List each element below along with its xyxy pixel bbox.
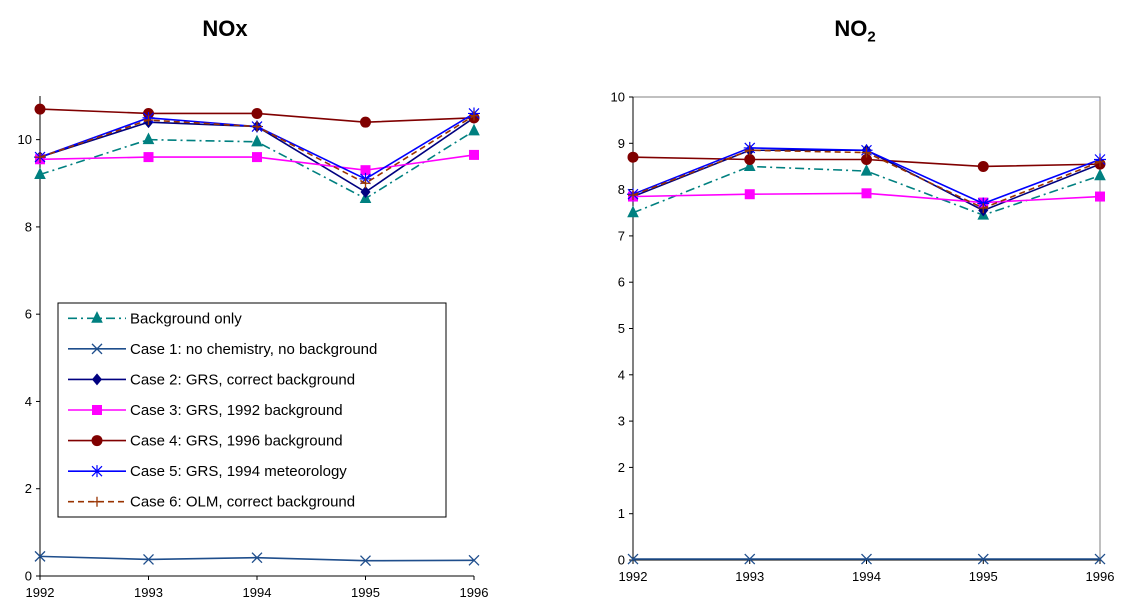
y-tick-label: 10 bbox=[611, 90, 625, 105]
y-tick-label: 6 bbox=[25, 307, 32, 322]
legend-label: Background only bbox=[130, 310, 242, 327]
data-point bbox=[360, 165, 371, 176]
legend-swatch-marker bbox=[91, 343, 103, 355]
legend: Background only Case 1: no chemistry, no … bbox=[57, 302, 447, 518]
data-point bbox=[1094, 553, 1106, 565]
y-tick-label: 8 bbox=[25, 219, 32, 234]
chart-title-nox-text: NOx bbox=[202, 16, 248, 41]
data-point bbox=[468, 554, 480, 566]
data-point bbox=[360, 555, 371, 567]
data-point bbox=[861, 147, 872, 158]
data-point bbox=[360, 116, 371, 128]
data-point bbox=[143, 115, 154, 125]
data-point bbox=[978, 203, 989, 214]
data-point bbox=[1095, 156, 1105, 167]
legend-swatch-marker bbox=[91, 311, 103, 323]
legend-label: Case 6: OLM, correct background bbox=[130, 494, 355, 511]
y-tick-label: 0 bbox=[25, 569, 32, 584]
chart-1: 0 2 4 6 8 10 1992 1993 1994 1995 1996 Background on… bbox=[18, 96, 489, 600]
y-tick-label: 3 bbox=[618, 414, 625, 429]
chart-title-no2: NO2 bbox=[800, 16, 910, 45]
data-point bbox=[977, 553, 989, 565]
data-point bbox=[744, 189, 755, 200]
data-point bbox=[360, 178, 371, 189]
data-point bbox=[143, 553, 154, 565]
chart-title-nox: NOx bbox=[180, 16, 270, 46]
legend-label: Case 2: GRS, correct background bbox=[130, 371, 355, 388]
data-point bbox=[861, 154, 872, 166]
x-tick-label: 1995 bbox=[351, 585, 380, 600]
series-7 bbox=[35, 110, 479, 189]
data-point bbox=[143, 152, 154, 163]
y-tick-label: 8 bbox=[618, 182, 625, 197]
x-tick-label: 1992 bbox=[26, 585, 55, 600]
chart-title-no2-text: NO bbox=[834, 16, 868, 41]
x-tick-label: 1992 bbox=[619, 569, 648, 584]
legend-swatch-marker bbox=[92, 496, 102, 507]
y-tick-label: 9 bbox=[618, 136, 625, 151]
x-tick-label: 1993 bbox=[735, 569, 764, 584]
series-7 bbox=[628, 145, 1105, 214]
legend-swatch-marker bbox=[91, 435, 103, 447]
data-point bbox=[251, 107, 263, 119]
data-point bbox=[34, 103, 46, 115]
data-point bbox=[252, 121, 262, 132]
x-tick-label: 1993 bbox=[134, 585, 163, 600]
data-point bbox=[251, 134, 263, 147]
legend-label: Case 5: GRS, 1994 meteorology bbox=[130, 463, 347, 480]
data-point bbox=[743, 159, 756, 171]
data-point bbox=[35, 152, 45, 163]
x-tick-label: 1994 bbox=[243, 585, 272, 600]
y-tick-label: 6 bbox=[618, 275, 625, 290]
legend-label: Case 3: GRS, 1992 background bbox=[130, 402, 343, 419]
y-tick-label: 0 bbox=[618, 553, 625, 568]
series-1 bbox=[627, 159, 1106, 220]
legend-label: Case 1: no chemistry, no background bbox=[130, 341, 377, 358]
data-point bbox=[627, 553, 639, 565]
x-tick-label: 1996 bbox=[460, 585, 489, 600]
data-point bbox=[252, 152, 262, 163]
x-tick-label: 1995 bbox=[969, 569, 998, 584]
data-point bbox=[469, 149, 479, 160]
data-point bbox=[360, 186, 371, 198]
data-point bbox=[977, 160, 989, 172]
y-tick-label: 2 bbox=[618, 460, 625, 475]
data-point bbox=[860, 163, 873, 176]
data-point bbox=[1094, 168, 1106, 181]
x-tick-label: 1994 bbox=[852, 569, 881, 584]
y-tick-label: 4 bbox=[25, 394, 32, 409]
data-point bbox=[469, 110, 479, 121]
y-tick-label: 7 bbox=[618, 228, 625, 243]
data-point bbox=[468, 123, 480, 136]
y-tick-label: 2 bbox=[25, 481, 32, 496]
y-tick-label: 4 bbox=[618, 367, 625, 382]
data-point bbox=[861, 553, 872, 565]
chart-title-no2-subscript: 2 bbox=[867, 28, 876, 46]
legend-label: Case 4: GRS, 1996 background bbox=[130, 433, 343, 450]
x-tick-label: 1996 bbox=[1086, 569, 1115, 584]
data-point bbox=[744, 145, 755, 156]
y-tick-label: 10 bbox=[18, 132, 32, 147]
y-tick-label: 1 bbox=[618, 506, 625, 521]
series-2 bbox=[627, 553, 1106, 565]
legend-swatch-marker bbox=[92, 405, 102, 415]
data-point bbox=[628, 190, 638, 201]
data-point bbox=[744, 553, 756, 565]
chart-2: 0 1 2 3 4 5 6 7 8 9 10 1992 1993 1994 1995 1996 bbox=[611, 90, 1115, 585]
legend-swatch-marker bbox=[91, 465, 103, 478]
data-point bbox=[627, 205, 639, 218]
series-5 bbox=[627, 151, 1106, 172]
data-point bbox=[627, 151, 639, 163]
data-point bbox=[1095, 191, 1105, 202]
y-tick-label: 5 bbox=[618, 321, 625, 336]
data-point bbox=[251, 552, 263, 564]
data-point bbox=[34, 167, 46, 180]
legend-swatch-marker bbox=[92, 373, 102, 386]
series-2 bbox=[34, 550, 480, 567]
data-point bbox=[744, 154, 756, 166]
data-point bbox=[142, 132, 155, 145]
data-point bbox=[34, 550, 46, 562]
data-point bbox=[861, 188, 872, 199]
